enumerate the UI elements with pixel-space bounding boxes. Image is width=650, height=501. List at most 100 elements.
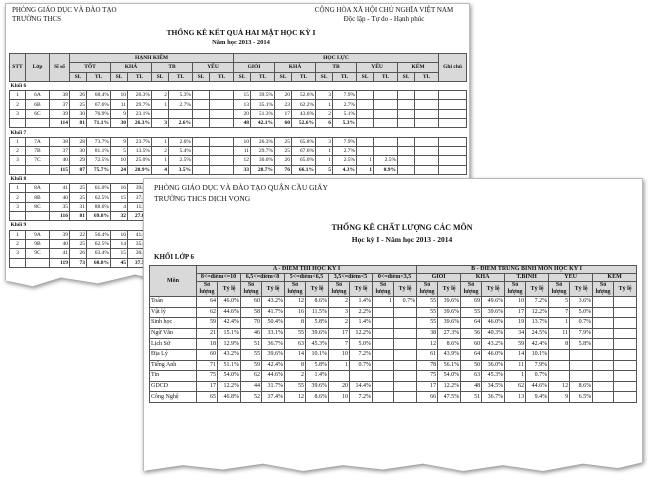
cell [392, 348, 418, 361]
cell: 56.4% [86, 229, 111, 240]
cell: 27.3% [437, 327, 462, 340]
cell: 17 [504, 306, 527, 319]
cell [392, 380, 418, 393]
cell [392, 391, 418, 403]
cell: 59 [196, 317, 218, 329]
cell: 29 [69, 155, 87, 166]
cell: 4 [110, 201, 128, 213]
cell: 68.4% [86, 90, 111, 101]
cell: 15 [110, 192, 128, 203]
document-shadow: PHÒNG GIÁO DỤC VÀ ĐÀO TẠO QUẬN CẦU GIẤY … [143, 178, 643, 474]
cell: 17 [274, 108, 293, 120]
header-row: 8<=điểm<=10 6,5<=điểm<8 5<=điểm<6,5 3,5<=đi… [150, 273, 638, 282]
cell: Sinh học [149, 317, 197, 329]
cell: 60 [240, 296, 262, 308]
cell [397, 90, 416, 101]
cell: 40 [49, 192, 70, 203]
cell: 14 [284, 348, 306, 361]
cell: 60 [196, 348, 218, 361]
cell: 116 [49, 211, 70, 222]
cell: 52.6% [291, 90, 317, 101]
cell: 2.5% [168, 155, 193, 166]
cell: 45.3% [305, 338, 329, 350]
cell: 46.0% [217, 296, 241, 308]
header-cell: SL [233, 71, 252, 82]
cell: 8C [25, 201, 50, 213]
cell [192, 155, 210, 166]
header-cell: Sĩ số [49, 53, 70, 82]
cell: 12 [416, 338, 439, 350]
cell: 6C [25, 108, 50, 120]
cell: 39.6% [437, 296, 462, 308]
cell: 6.5% [569, 391, 594, 403]
cell: GDCD [149, 380, 197, 393]
cell: 46.0% [481, 348, 506, 361]
cell: 22 [69, 229, 87, 240]
header-cell: 3,5<=điểm<5 [328, 273, 373, 282]
cell: 36.7% [261, 338, 285, 350]
cell [356, 108, 375, 120]
header-left: PHÒNG GIÁO DỤC VÀ ĐÀO TẠO QUẬN CẦU GIẤY [154, 183, 328, 192]
cell: 67.6% [86, 99, 111, 110]
cell [208, 155, 235, 166]
cell: 5.0% [569, 306, 594, 319]
cell: 2.7% [332, 145, 358, 157]
header-row: TỐT KHÁ TB YẾU GIỎI KHÁ TB YẾU KÉM [10, 62, 467, 73]
cell: 46.8% [217, 391, 241, 403]
cell: 11 [548, 327, 571, 340]
cell: Tiếng Anh [149, 359, 197, 372]
cell [208, 108, 235, 120]
cell: 11 [110, 99, 128, 110]
cell: 7.9% [569, 327, 594, 340]
cell: 8.6% [305, 391, 329, 403]
cell: 72.5% [86, 155, 111, 166]
cell: 33.1% [261, 327, 285, 340]
cell [397, 99, 416, 110]
cell: 36.0% [481, 359, 506, 372]
cell: 26.3% [127, 118, 152, 129]
cell: 39.6% [481, 306, 506, 319]
cell: 14 [110, 238, 128, 250]
cell: 11 [233, 145, 252, 157]
cell [414, 108, 440, 120]
header-left: TRƯỜNG THCS DỊCH VỌNG [154, 194, 251, 203]
cell: 119 [49, 257, 70, 268]
group-row: Khối 6 [9, 80, 467, 92]
cell [372, 306, 394, 319]
header-cell: GIỎI [416, 273, 462, 282]
cell: 33 [233, 164, 252, 175]
header-cell: SL [110, 71, 128, 82]
cell [569, 348, 594, 361]
cell: 76.9% [86, 108, 111, 120]
cell [151, 108, 169, 120]
cell: 16 [110, 229, 128, 240]
cell: 40 [49, 155, 70, 166]
cell: 70 [240, 317, 262, 329]
header-cell: 6,5<=điểm<8 [240, 273, 285, 282]
header-row: SL TL SL TL SL TL SL TL SL TL SL TL SL TL SL TL SL TL [10, 71, 467, 82]
cell: 30 [69, 145, 87, 157]
section-label: KHỐI LỚP 6 [154, 253, 195, 261]
cell: 30.0% [250, 155, 276, 166]
cell: 2 [284, 370, 306, 382]
cell [397, 145, 416, 157]
title: THỐNG KÊ KẾT QUẢ HAI MẶT HỌC KỲ I [166, 28, 316, 37]
cell: 1 [315, 145, 334, 157]
cell: 16 [110, 183, 128, 194]
cell: 3.5% [168, 164, 193, 175]
header-cell: Tỷ lệ [349, 281, 373, 297]
cell [192, 136, 210, 147]
header-cell: SL [315, 71, 334, 82]
cell: 10 [110, 90, 128, 101]
header-cell: Tỷ lệ [481, 281, 506, 297]
group-label: Khối 7 [9, 127, 467, 138]
header-cell: 0<=điểm<3,5 [371, 273, 418, 282]
header-cell: GIỎI [233, 62, 276, 73]
cell: 55 [460, 306, 483, 319]
cell: 7.9% [332, 90, 358, 101]
cell [397, 164, 416, 175]
cell [328, 370, 350, 382]
cell: 60 [274, 118, 293, 129]
header-cell: YẾU [356, 62, 399, 73]
cell: 65.0% [291, 155, 317, 166]
